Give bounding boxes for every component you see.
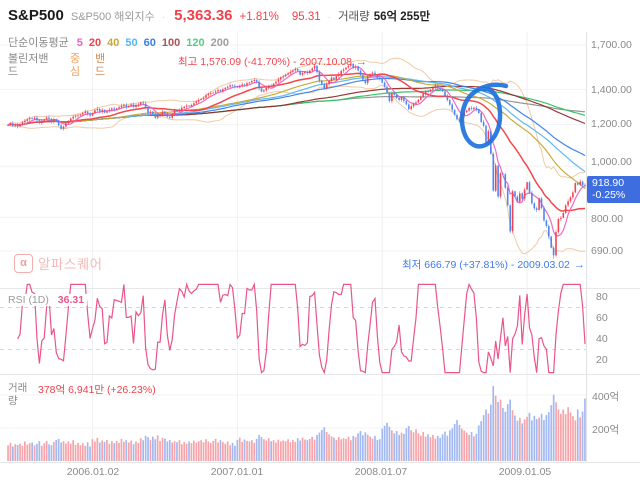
price-panel bbox=[7, 57, 586, 259]
volume-tick-200: 200억 bbox=[592, 424, 620, 436]
rsi-tick-60: 60 bbox=[596, 312, 608, 324]
sma-5-toggle[interactable]: 5 bbox=[76, 37, 83, 49]
rsi-tick-80: 80 bbox=[596, 291, 608, 303]
header-volume-label: 거래량 bbox=[337, 11, 370, 23]
sma-legend-title: 단순이동평균 bbox=[8, 37, 69, 49]
bollinger-legend-row: 볼린저밴드 중심 밴드 bbox=[8, 53, 229, 79]
drawn-circle-annotation bbox=[459, 82, 509, 149]
sma-200-toggle[interactable]: 200 bbox=[210, 37, 229, 49]
header: S&P500 S&P500 해외지수 · 5,363.36 +1.81% 95.… bbox=[8, 7, 430, 24]
change-percent: +1.81% bbox=[239, 11, 279, 23]
rsi-param: (1D) bbox=[28, 294, 49, 306]
separator-dot: · bbox=[327, 12, 331, 23]
high-annotation-text: 최고 1,576.09 (-41.70%) - 2007.10.08 bbox=[178, 56, 353, 68]
right-arrow-icon: → bbox=[356, 56, 368, 68]
alphasquare-watermark-text: 알파스퀘어 bbox=[38, 257, 103, 272]
alphasquare-watermark: α 알파스퀘어 bbox=[14, 253, 103, 273]
symbol-subtitle: S&P500 해외지수 bbox=[70, 11, 155, 23]
separator-dot: · bbox=[161, 12, 166, 23]
bollinger-center-toggle[interactable]: 중심 bbox=[70, 53, 81, 78]
rsi-name: RSI bbox=[8, 294, 26, 306]
price-tick-1400: 1,400.00 bbox=[591, 84, 632, 96]
sma-20-toggle[interactable]: 20 bbox=[88, 37, 102, 49]
bollinger-band-toggle[interactable]: 밴드 bbox=[95, 53, 106, 78]
current-price-badge: 918.90 -0.25% bbox=[587, 176, 640, 203]
rsi-label: RSI (1D) 36.31 bbox=[8, 294, 88, 306]
alphasquare-logo-icon: α bbox=[14, 253, 33, 273]
sma-100-toggle[interactable]: 100 bbox=[161, 37, 181, 49]
header-volume-value: 56억 255만 bbox=[373, 11, 431, 23]
rsi-line bbox=[17, 282, 586, 375]
date-tick-2008: 2008.01.07 bbox=[354, 466, 408, 478]
indicator-legend: 단순이동평균 5 20 40 50 60 100 120 200 볼린저밴드 중… bbox=[8, 37, 229, 79]
sma-legend-row: 단순이동평균 5 20 40 50 60 100 120 200 bbox=[8, 37, 229, 50]
sma-40-toggle[interactable]: 40 bbox=[107, 37, 120, 49]
volume-label: 거래량 bbox=[8, 382, 28, 407]
price-tick-1700: 1,700.00 bbox=[591, 39, 632, 51]
date-tick-2007: 2007.01.01 bbox=[210, 466, 264, 478]
bollinger-legend-title: 볼린저밴드 bbox=[8, 53, 49, 78]
price-tick-690: 690.00 bbox=[591, 245, 624, 257]
sma-50-toggle[interactable]: 50 bbox=[125, 37, 138, 49]
rsi-value: 36.31 bbox=[57, 294, 85, 306]
rsi-tick-40: 40 bbox=[596, 333, 608, 345]
symbol-title: S&P500 bbox=[8, 7, 64, 24]
date-tick-2006: 2006.01.02 bbox=[66, 466, 120, 478]
change-value: 95.31 bbox=[291, 11, 321, 23]
volume-tick-400: 400억 bbox=[592, 391, 620, 403]
volume-value: 378억 6,941만 (+26.23%) bbox=[38, 384, 156, 396]
rsi-tick-20: 20 bbox=[596, 354, 608, 366]
current-price: 5,363.36 bbox=[174, 7, 233, 24]
badge-change-percent: -0.25% bbox=[592, 188, 626, 201]
all-time-low-annotation: 최저 666.79 (+37.81%) - 2009.03.02 → bbox=[402, 257, 585, 272]
date-tick-2009: 2009.01.05 bbox=[498, 466, 552, 478]
all-time-high-annotation: 최고 1,576.09 (-41.70%) - 2007.10.08 → bbox=[178, 54, 367, 69]
price-tick-1200: 1,200.00 bbox=[591, 118, 632, 130]
price-tick-1000: 1,000.00 bbox=[591, 156, 632, 168]
low-annotation-text: 최저 666.79 (+37.81%) - 2009.03.02 bbox=[402, 259, 570, 271]
sma-120-toggle[interactable]: 120 bbox=[186, 37, 205, 49]
sma-60-toggle[interactable]: 60 bbox=[143, 37, 156, 49]
right-arrow-icon: → bbox=[573, 259, 585, 271]
price-tick-800: 800.00 bbox=[591, 213, 624, 225]
badge-price: 918.90 bbox=[592, 177, 625, 189]
